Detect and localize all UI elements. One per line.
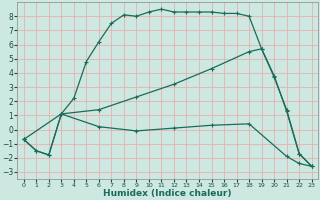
X-axis label: Humidex (Indice chaleur): Humidex (Indice chaleur) [103, 189, 232, 198]
